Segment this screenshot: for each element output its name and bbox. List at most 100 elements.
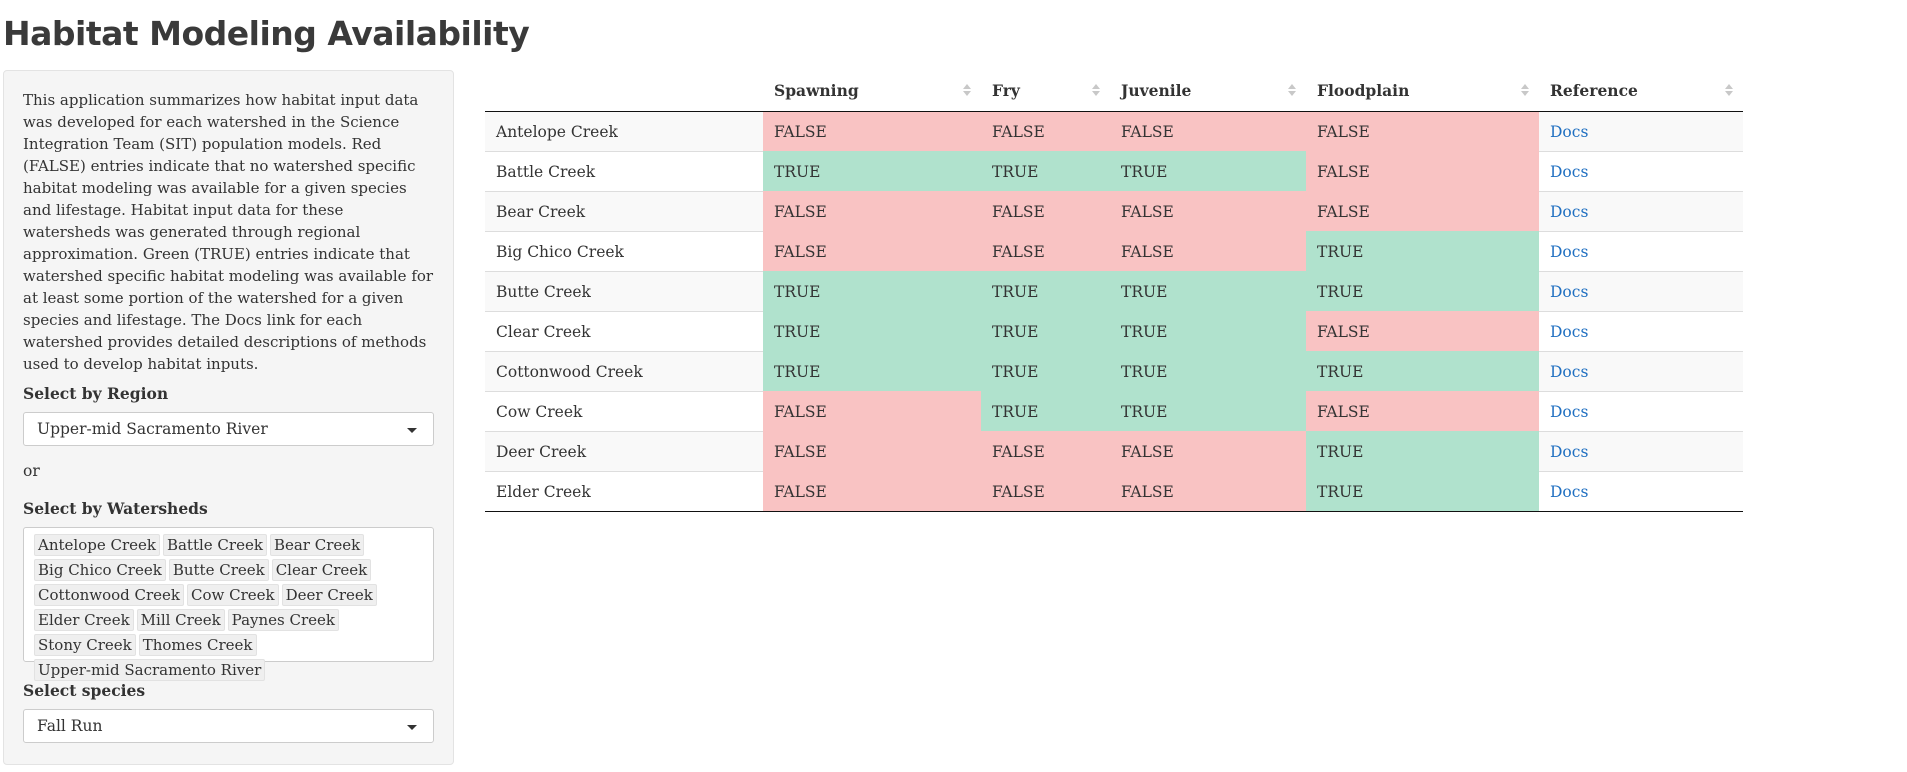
- table-row: Battle Creek TRUE TRUE TRUE FALSE Docs: [485, 151, 1743, 192]
- juvenile-cell: TRUE: [1110, 311, 1306, 352]
- docs-link[interactable]: Docs: [1550, 322, 1589, 341]
- fry-cell: TRUE: [981, 151, 1110, 192]
- floodplain-cell: TRUE: [1306, 231, 1539, 272]
- table-body: Antelope Creek FALSE FALSE FALSE FALSE Docs Ba…: [485, 111, 1743, 512]
- sort-icon[interactable]: [1521, 84, 1529, 98]
- docs-link[interactable]: Docs: [1550, 122, 1589, 141]
- watershed-chip[interactable]: Cow Creek: [187, 584, 279, 606]
- watershed-chip[interactable]: Stony Creek: [34, 634, 136, 656]
- docs-link[interactable]: Docs: [1550, 482, 1589, 501]
- spawning-cell: FALSE: [763, 431, 981, 472]
- spawning-cell: FALSE: [763, 231, 981, 272]
- watershed-chip[interactable]: Battle Creek: [162, 534, 267, 556]
- table-row: Butte Creek TRUE TRUE TRUE TRUE Docs: [485, 271, 1743, 312]
- region-select[interactable]: Upper-mid Sacramento River: [23, 412, 434, 446]
- watershed-cell: Antelope Creek: [485, 111, 763, 152]
- juvenile-cell: TRUE: [1110, 151, 1306, 192]
- juvenile-cell: FALSE: [1110, 231, 1306, 272]
- table-row: Bear Creek FALSE FALSE FALSE FALSE Docs: [485, 191, 1743, 232]
- column-header-label: Juvenile: [1121, 80, 1192, 100]
- watershed-chip[interactable]: Upper-mid Sacramento River: [34, 659, 266, 681]
- watershed-chip[interactable]: Mill Creek: [136, 609, 225, 631]
- watershed-chip[interactable]: Butte Creek: [168, 559, 269, 581]
- fry-cell: FALSE: [981, 111, 1110, 152]
- reference-cell: Docs: [1539, 191, 1743, 232]
- watershed-cell: Cow Creek: [485, 391, 763, 432]
- spawning-cell: TRUE: [763, 151, 981, 192]
- docs-link[interactable]: Docs: [1550, 442, 1589, 461]
- reference-cell: Docs: [1539, 111, 1743, 152]
- column-header-reference[interactable]: Reference: [1539, 73, 1743, 112]
- docs-link[interactable]: Docs: [1550, 202, 1589, 221]
- region-select-value: Upper-mid Sacramento River: [37, 420, 268, 438]
- watershed-chip[interactable]: Big Chico Creek: [34, 559, 166, 581]
- watershed-cell: Butte Creek: [485, 271, 763, 312]
- reference-cell: Docs: [1539, 151, 1743, 192]
- watershed-chip[interactable]: Paynes Creek: [227, 609, 340, 631]
- watershed-chip[interactable]: Bear Creek: [269, 534, 365, 556]
- floodplain-cell: TRUE: [1306, 271, 1539, 312]
- juvenile-cell: TRUE: [1110, 351, 1306, 392]
- sort-icon[interactable]: [1288, 84, 1296, 98]
- watershed-chip[interactable]: Clear Creek: [271, 559, 372, 581]
- floodplain-cell: FALSE: [1306, 111, 1539, 152]
- species-label: Select species: [23, 681, 146, 700]
- watershed-cell: Battle Creek: [485, 151, 763, 192]
- caret-down-icon: [407, 428, 417, 433]
- sort-icon[interactable]: [963, 84, 971, 98]
- table-row: Deer Creek FALSE FALSE FALSE TRUE Docs: [485, 431, 1743, 472]
- table-row: Cottonwood Creek TRUE TRUE TRUE TRUE Docs: [485, 351, 1743, 392]
- reference-cell: Docs: [1539, 471, 1743, 512]
- floodplain-cell: FALSE: [1306, 311, 1539, 352]
- docs-link[interactable]: Docs: [1550, 282, 1589, 301]
- docs-link[interactable]: Docs: [1550, 162, 1589, 181]
- watershed-cell: Clear Creek: [485, 311, 763, 352]
- spawning-cell: TRUE: [763, 311, 981, 352]
- docs-link[interactable]: Docs: [1550, 402, 1589, 421]
- floodplain-cell: FALSE: [1306, 391, 1539, 432]
- spawning-cell: FALSE: [763, 111, 981, 152]
- column-header-juvenile[interactable]: Juvenile: [1110, 73, 1306, 112]
- juvenile-cell: FALSE: [1110, 431, 1306, 472]
- docs-link[interactable]: Docs: [1550, 362, 1589, 381]
- sidebar-panel: This application summarizes how habitat …: [3, 70, 454, 765]
- spawning-cell: FALSE: [763, 191, 981, 232]
- column-header-fry[interactable]: Fry: [981, 73, 1110, 112]
- fry-cell: TRUE: [981, 351, 1110, 392]
- habitat-table: Spawning Fry Juvenile Floodplain Reference A…: [485, 73, 1743, 512]
- floodplain-cell: FALSE: [1306, 151, 1539, 192]
- column-header-spawning[interactable]: Spawning: [763, 73, 981, 112]
- app-description: This application summarizes how habitat …: [23, 91, 434, 373]
- floodplain-cell: FALSE: [1306, 191, 1539, 232]
- watershed-cell: Cottonwood Creek: [485, 351, 763, 392]
- floodplain-cell: TRUE: [1306, 431, 1539, 472]
- watersheds-multiselect[interactable]: Antelope Creek Battle Creek Bear Creek Big …: [23, 527, 434, 681]
- fry-cell: FALSE: [981, 191, 1110, 232]
- column-header-watershed: [485, 73, 763, 112]
- column-header-label: Spawning: [774, 80, 859, 100]
- fry-cell: FALSE: [981, 231, 1110, 272]
- docs-link[interactable]: Docs: [1550, 242, 1589, 261]
- species-select[interactable]: Fall Run: [23, 709, 434, 743]
- watershed-chip[interactable]: Antelope Creek: [34, 534, 160, 556]
- reference-cell: Docs: [1539, 351, 1743, 392]
- reference-cell: Docs: [1539, 311, 1743, 352]
- fry-cell: FALSE: [981, 471, 1110, 512]
- caret-down-icon: [407, 725, 417, 730]
- habitat-table-wrapper: Spawning Fry Juvenile Floodplain Reference A…: [485, 73, 1743, 512]
- column-header-label: Floodplain: [1317, 80, 1410, 100]
- watershed-cell: Big Chico Creek: [485, 231, 763, 272]
- species-select-value: Fall Run: [37, 717, 103, 735]
- watershed-chip[interactable]: Thomes Creek: [138, 634, 257, 656]
- reference-cell: Docs: [1539, 271, 1743, 312]
- floodplain-cell: TRUE: [1306, 471, 1539, 512]
- watershed-cell: Deer Creek: [485, 431, 763, 472]
- column-header-floodplain[interactable]: Floodplain: [1306, 73, 1539, 112]
- sort-icon[interactable]: [1092, 84, 1100, 98]
- spawning-cell: TRUE: [763, 351, 981, 392]
- watershed-chip[interactable]: Cottonwood Creek: [34, 584, 185, 606]
- sort-icon[interactable]: [1725, 84, 1733, 98]
- watershed-chip[interactable]: Elder Creek: [34, 609, 134, 631]
- watershed-cell: Elder Creek: [485, 471, 763, 512]
- watershed-chip[interactable]: Deer Creek: [281, 584, 377, 606]
